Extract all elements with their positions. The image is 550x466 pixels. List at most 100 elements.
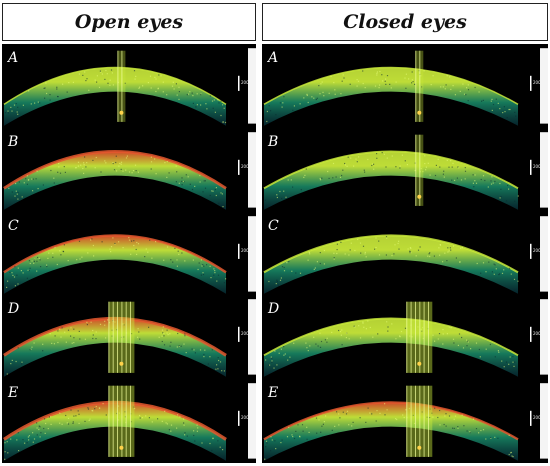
speckle <box>163 335 165 337</box>
speckle <box>325 415 327 417</box>
speckle <box>418 70 420 72</box>
speckle <box>26 277 28 279</box>
closed-eyes-scan-panel-c: 200µmC <box>262 212 548 296</box>
artifact-line <box>125 385 127 458</box>
speckle <box>184 259 186 262</box>
speckle <box>176 427 178 429</box>
speckle <box>105 414 107 416</box>
scan-panel-label: A <box>268 50 279 66</box>
scan-margin-strip <box>540 48 548 124</box>
speckle <box>59 328 61 331</box>
speckle <box>490 100 492 102</box>
speckle <box>172 261 174 263</box>
speckle <box>28 259 30 261</box>
speckle <box>66 422 68 424</box>
speckle <box>459 90 461 92</box>
speckle <box>36 270 38 272</box>
speckle <box>460 247 462 249</box>
speckle <box>439 166 441 168</box>
speckle <box>70 335 72 338</box>
speckle <box>89 418 91 420</box>
speckle <box>308 251 310 253</box>
speckle <box>316 432 318 434</box>
speckle <box>70 327 72 329</box>
speckle <box>488 261 490 263</box>
speckle <box>373 168 375 170</box>
speckle <box>222 104 224 106</box>
speckle <box>266 110 268 113</box>
speckle <box>458 333 461 335</box>
speckle <box>420 328 422 331</box>
speckle <box>457 427 459 430</box>
reflection-spot <box>417 362 422 367</box>
speckle <box>94 408 96 410</box>
speckle <box>356 79 358 81</box>
speckle <box>87 251 89 254</box>
speckle <box>374 85 377 87</box>
speckle <box>161 335 163 338</box>
speckle <box>203 354 205 356</box>
speckle <box>341 80 343 82</box>
speckle <box>452 427 454 429</box>
speckle <box>163 259 165 261</box>
speckle <box>215 368 217 371</box>
speckle <box>17 113 19 115</box>
speckle <box>176 258 178 261</box>
reflection-spot <box>417 445 422 450</box>
speckle <box>414 162 416 164</box>
speckle <box>454 179 456 181</box>
speckle <box>504 111 506 113</box>
speckle <box>138 87 140 89</box>
speckle <box>174 247 176 249</box>
epithelium-edge <box>263 150 519 189</box>
speckle <box>331 332 333 334</box>
speckle <box>469 432 471 434</box>
speckle <box>12 274 14 276</box>
speckle <box>204 349 206 352</box>
speckle <box>404 159 406 162</box>
speckle <box>509 108 511 111</box>
speckle <box>461 246 463 248</box>
speckle <box>180 345 182 348</box>
speckle <box>178 98 180 100</box>
speckle <box>305 168 307 170</box>
speckle <box>123 324 125 326</box>
speckle <box>505 200 508 202</box>
speckle <box>59 412 61 414</box>
speckle <box>435 164 437 166</box>
speckle <box>36 427 38 429</box>
speckle <box>209 265 211 267</box>
speckle <box>295 271 297 274</box>
speckle <box>481 100 483 102</box>
speckle <box>124 416 126 418</box>
speckle <box>350 157 352 159</box>
speckle <box>17 106 19 108</box>
speckle <box>349 83 351 85</box>
speckle <box>110 69 113 71</box>
artifact-line <box>130 302 131 374</box>
speckle <box>83 172 85 174</box>
speckle <box>27 269 29 271</box>
speckle <box>429 408 431 410</box>
speckle <box>47 428 49 430</box>
speckle <box>439 244 442 246</box>
speckle <box>515 115 517 117</box>
speckle <box>43 418 46 420</box>
speckle <box>279 279 282 281</box>
speckle <box>72 422 74 425</box>
speckle <box>306 347 308 349</box>
speckle <box>356 85 358 87</box>
speckle <box>4 451 6 453</box>
speckle <box>151 421 153 423</box>
speckle <box>450 327 452 329</box>
speckle <box>339 331 342 333</box>
speckle <box>432 334 434 337</box>
speckle <box>450 88 452 90</box>
speckle <box>293 438 296 440</box>
speckle <box>44 87 46 89</box>
speckle <box>104 324 106 327</box>
speckle <box>80 164 82 166</box>
speckle <box>222 449 224 451</box>
speckle <box>349 248 351 251</box>
speckle <box>202 263 204 265</box>
